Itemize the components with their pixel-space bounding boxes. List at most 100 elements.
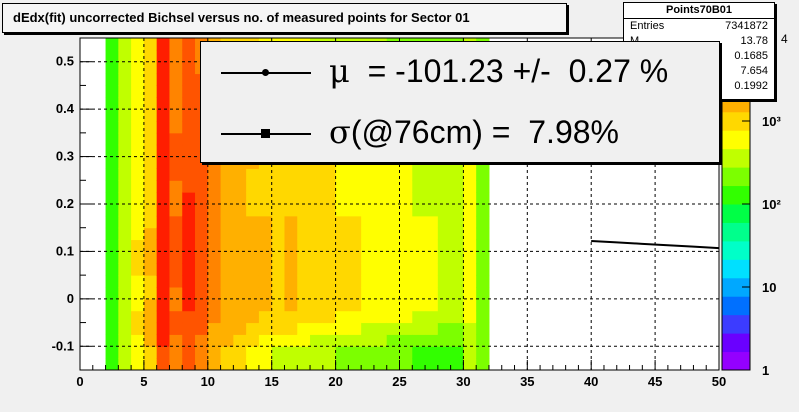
- heatmap-cell: [207, 310, 222, 324]
- heatmap-cell: [476, 239, 490, 252]
- heatmap-cell: [373, 310, 388, 324]
- heatmap-cell: [220, 298, 234, 312]
- heatmap-cell: [131, 38, 145, 51]
- heatmap-cell: [284, 358, 298, 371]
- heatmap-cell: [182, 358, 196, 371]
- heatmap-cell: [182, 239, 196, 252]
- stats-overflow-label: 4: [781, 32, 788, 46]
- heatmap-cell: [463, 310, 477, 324]
- heatmap-cell: [284, 287, 298, 300]
- heatmap-cell: [361, 358, 375, 371]
- palette-swatch: [722, 296, 750, 316]
- heatmap-cell: [207, 192, 222, 205]
- heatmap-cell: [156, 251, 170, 264]
- heatmap-cell: [220, 204, 234, 217]
- heatmap-cell: [373, 239, 388, 252]
- heatmap-cell: [463, 334, 477, 347]
- heatmap-cell: [246, 287, 260, 300]
- heatmap-cell: [386, 263, 400, 276]
- heatmap-cell: [182, 109, 196, 122]
- palette-swatch: [722, 130, 750, 150]
- heatmap-cell: [131, 215, 145, 229]
- heatmap-cell: [450, 227, 464, 241]
- heatmap-cell: [143, 227, 158, 241]
- heatmap-cell: [118, 358, 132, 371]
- heatmap-cell: [169, 121, 183, 134]
- heatmap-cell: [348, 180, 362, 193]
- heatmap-cell: [373, 263, 388, 276]
- heatmap-cell: [322, 322, 337, 335]
- heatmap-cell: [258, 298, 273, 312]
- heatmap-cell: [348, 346, 362, 359]
- heatmap-cell: [156, 204, 170, 217]
- heatmap-cell: [156, 298, 170, 312]
- heatmap-cell: [118, 49, 132, 63]
- heatmap-cell: [131, 239, 145, 252]
- heatmap-cell: [361, 215, 375, 229]
- heatmap-cell: [258, 310, 273, 324]
- heatmap-cell: [105, 85, 119, 98]
- heatmap-cell: [195, 180, 209, 193]
- heatmap-cell: [169, 109, 183, 122]
- heatmap-cell: [425, 204, 439, 217]
- heatmap-cell: [143, 215, 158, 229]
- heatmap-cell: [322, 263, 337, 276]
- heatmap-cell: [399, 192, 413, 205]
- heatmap-cell: [118, 239, 132, 252]
- heatmap-cell: [169, 334, 183, 347]
- heatmap-cell: [246, 227, 260, 241]
- heatmap-cell: [182, 346, 196, 359]
- heatmap-cell: [169, 97, 183, 110]
- heatmap-cell: [335, 204, 349, 217]
- heatmap-cell: [450, 263, 464, 276]
- heatmap-cell: [399, 215, 413, 229]
- heatmap-cell: [335, 310, 349, 324]
- heatmap-cell: [335, 263, 349, 276]
- stats-value: 7.654: [740, 65, 768, 77]
- heatmap-cell: [143, 275, 158, 288]
- heatmap-cell: [322, 168, 337, 181]
- heatmap-cell: [437, 168, 452, 181]
- heatmap-cell: [335, 227, 349, 241]
- heatmap-cell: [399, 287, 413, 300]
- heatmap-cell: [105, 61, 119, 75]
- heatmap-cell: [258, 322, 273, 335]
- heatmap-cell: [399, 251, 413, 264]
- heatmap-cell: [246, 192, 260, 205]
- heatmap-cell: [271, 275, 285, 288]
- heatmap-cell: [220, 310, 234, 324]
- heatmap-cell: [450, 322, 464, 335]
- heatmap-cell: [297, 227, 311, 241]
- heatmap-cell: [450, 168, 464, 181]
- heatmap-cell: [143, 310, 158, 324]
- heatmap-cell: [195, 322, 209, 335]
- heatmap-cell: [297, 192, 311, 205]
- heatmap-cell: [399, 298, 413, 312]
- heatmap-cell: [335, 251, 349, 264]
- stats-key: Entries: [630, 20, 665, 32]
- heatmap-cell: [271, 180, 285, 193]
- heatmap-cell: [156, 192, 170, 205]
- heatmap-cell: [207, 227, 222, 241]
- palette-swatch: [722, 259, 750, 279]
- heatmap-cell: [143, 204, 158, 217]
- heatmap-cell: [386, 275, 400, 288]
- heatmap-cell: [195, 298, 209, 312]
- heatmap-cell: [143, 85, 158, 98]
- heatmap-cell: [437, 215, 452, 229]
- heatmap-cell: [195, 215, 209, 229]
- heatmap-cell: [156, 85, 170, 98]
- heatmap-cell: [258, 275, 273, 288]
- y-tick-label: 0.1: [56, 243, 74, 258]
- heatmap-cell: [373, 346, 388, 359]
- heatmap-cell: [131, 251, 145, 264]
- heatmap-cell: [463, 298, 477, 312]
- heatmap-cell: [246, 204, 260, 217]
- heatmap-cell: [258, 192, 273, 205]
- heatmap-cell: [322, 215, 337, 229]
- heatmap-cell: [361, 239, 375, 252]
- heatmap-cell: [412, 180, 426, 193]
- palette-swatch: [722, 148, 750, 168]
- heatmap-cell: [156, 227, 170, 241]
